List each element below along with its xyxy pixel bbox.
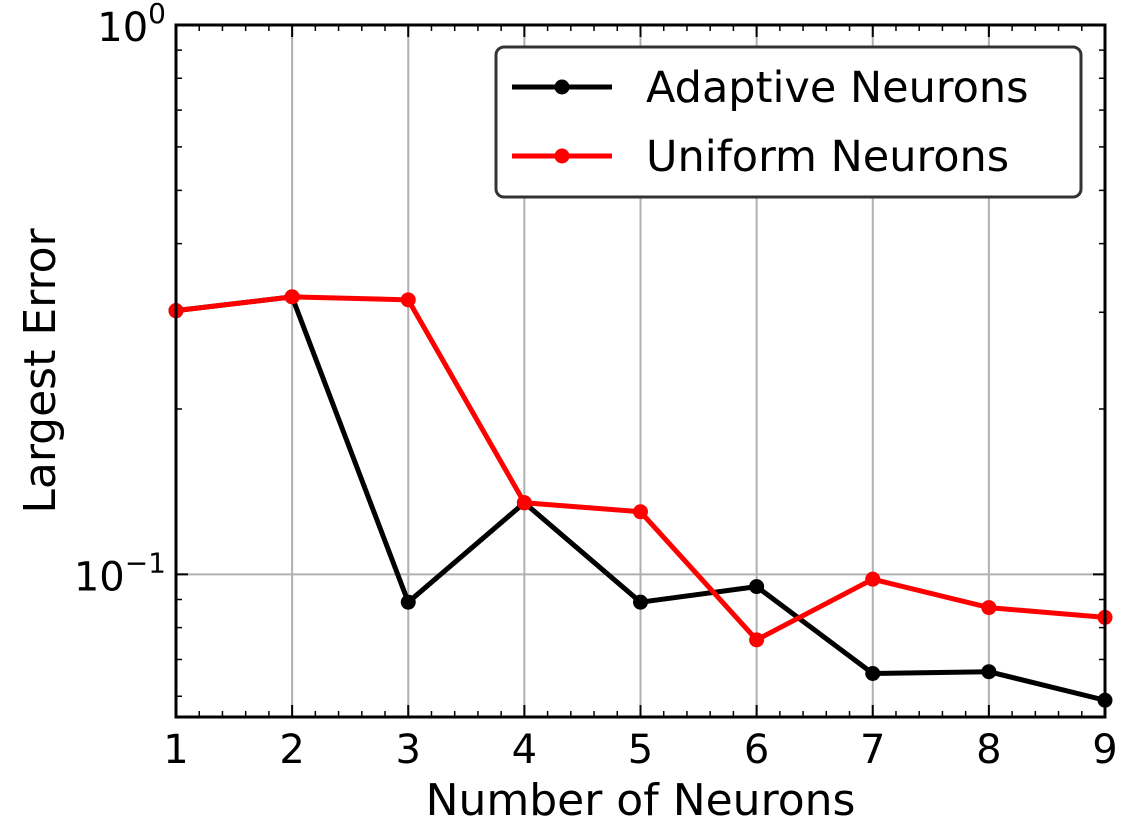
legend-marker [554, 148, 570, 164]
y-tick-label: 100 [97, 0, 166, 51]
legend-marker [554, 79, 570, 95]
x-tick-label: 4 [512, 727, 537, 773]
legend-box [494, 45, 1083, 199]
data-point-uniform-neurons [749, 632, 765, 648]
x-tick-labels: 1 2 3 4 5 6 7 8 9 [163, 727, 1117, 773]
data-point-uniform-neurons [516, 495, 532, 511]
x-tick-label: 3 [396, 727, 421, 773]
data-point-uniform-neurons [284, 289, 300, 305]
legend-label: Uniform Neurons [646, 132, 1009, 182]
data-point-adaptive-neurons [749, 579, 765, 595]
major-ticks [175, 24, 1106, 717]
legend-label: Adaptive Neurons [646, 63, 1029, 113]
plot-frame [174, 23, 1107, 719]
x-tick-label: 9 [1092, 727, 1117, 773]
data-point-adaptive-neurons [865, 666, 881, 682]
data-point-adaptive-neurons [981, 664, 997, 680]
data-point-uniform-neurons [865, 571, 881, 587]
y-tick-label: 10−1 [74, 546, 166, 600]
x-tick-label: 8 [976, 727, 1001, 773]
data-point-uniform-neurons [633, 504, 648, 520]
x-tick-label: 5 [628, 727, 653, 773]
data-point-uniform-neurons [400, 292, 416, 308]
legend: Adaptive Neurons Uniform Neurons [494, 45, 1083, 199]
x-tick-label: 6 [744, 727, 769, 773]
data-point-adaptive-neurons [633, 594, 648, 610]
x-axis-label: Number of Neurons [426, 775, 856, 826]
x-tick-label: 7 [860, 727, 885, 773]
y-tick-labels: 100 10−1 [74, 0, 166, 600]
y-axis-label: Largest Error [15, 227, 66, 513]
x-tick-label: 1 [163, 727, 188, 773]
x-tick-label: 2 [279, 727, 304, 773]
data-point-uniform-neurons [981, 600, 997, 616]
data-point-adaptive-neurons [400, 594, 416, 610]
